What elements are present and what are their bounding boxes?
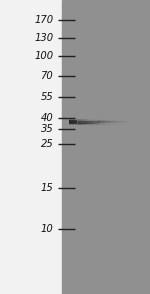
Text: 35: 35 (40, 124, 53, 134)
Text: 55: 55 (40, 92, 53, 102)
Text: 170: 170 (34, 15, 53, 25)
Text: 70: 70 (40, 71, 53, 81)
Text: 130: 130 (34, 33, 53, 43)
Text: 25: 25 (40, 139, 53, 149)
Text: 40: 40 (40, 113, 53, 123)
Bar (62, 0, 150, 294)
Text: 15: 15 (40, 183, 53, 193)
Text: 10: 10 (40, 224, 53, 234)
Bar (0, 0, 62, 294)
Text: 100: 100 (34, 51, 53, 61)
